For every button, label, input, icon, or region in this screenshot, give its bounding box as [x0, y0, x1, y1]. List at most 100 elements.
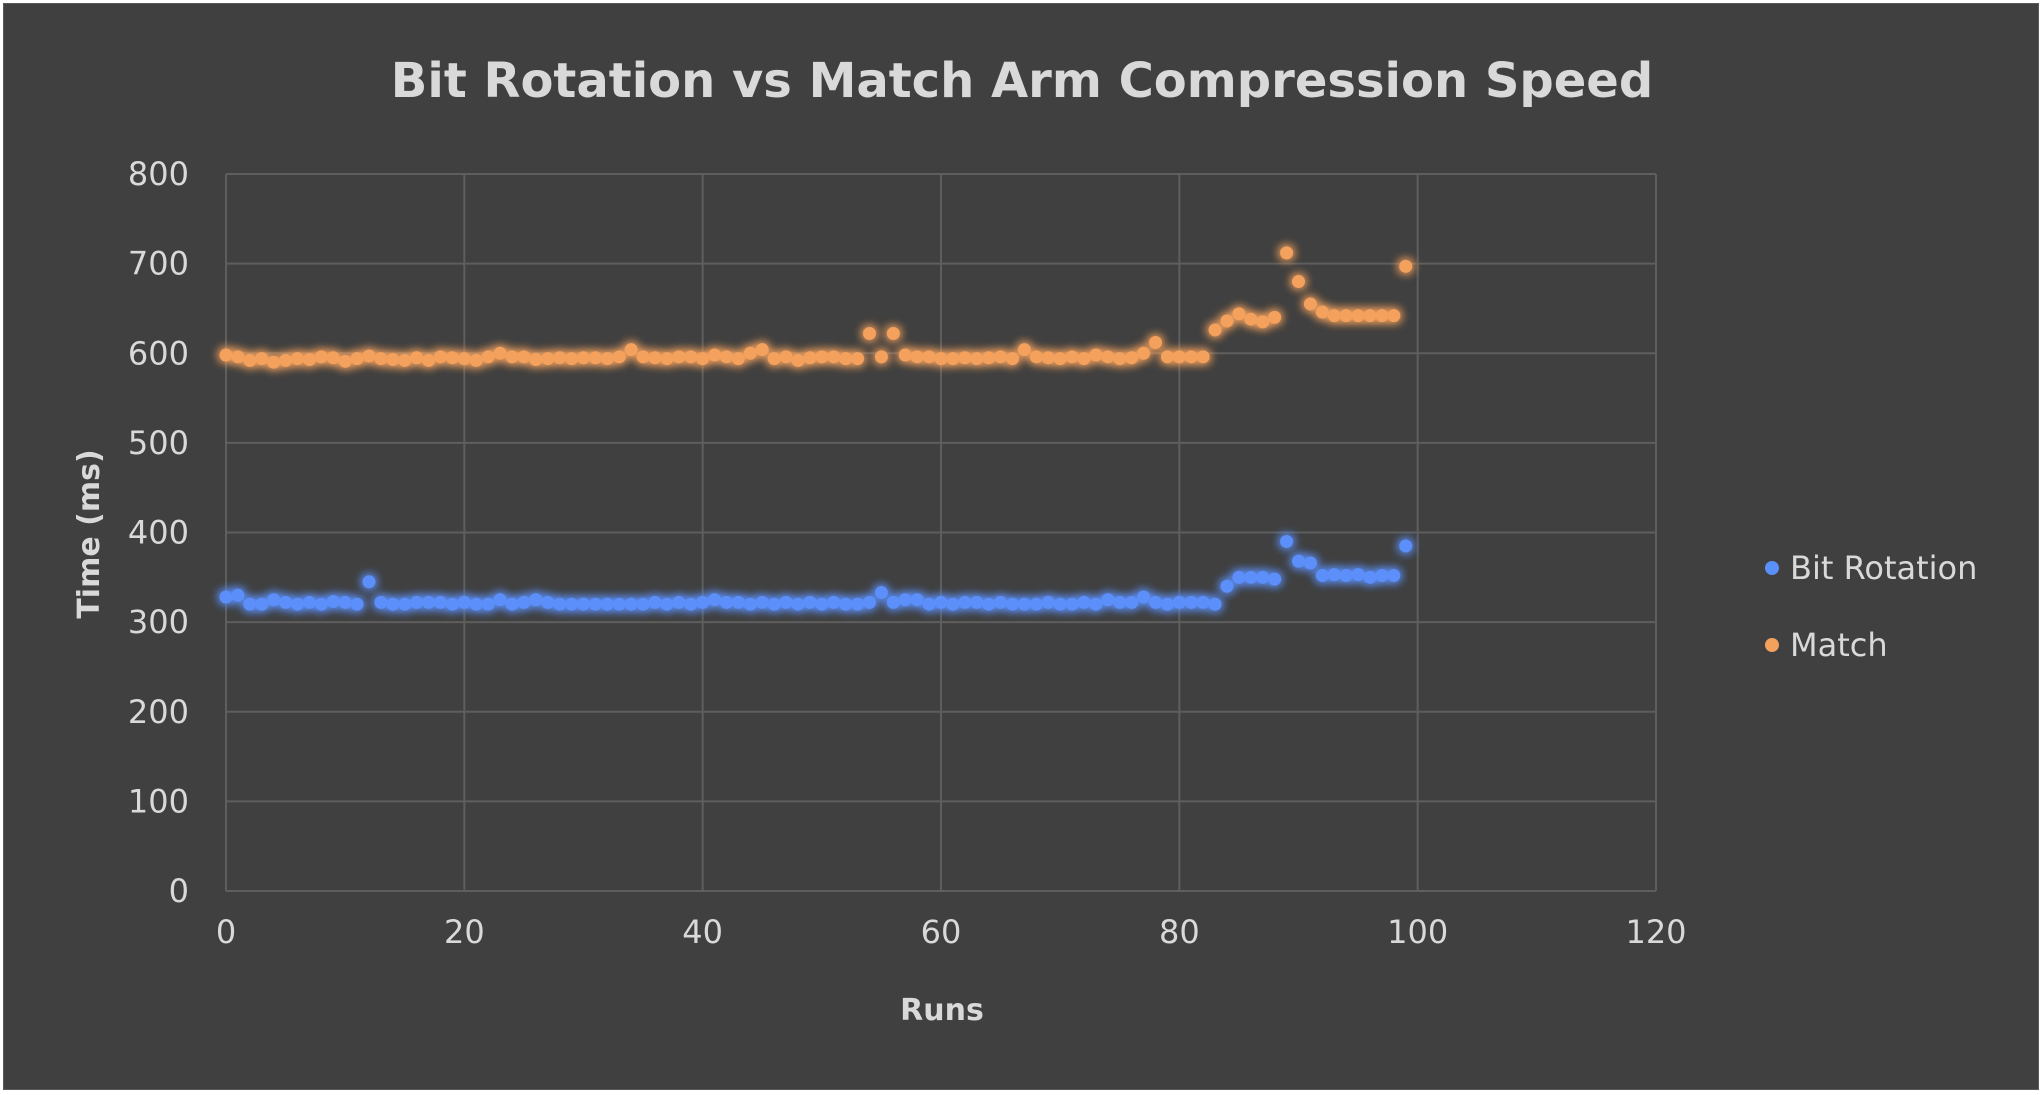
data-point — [922, 597, 936, 611]
data-point — [708, 593, 722, 607]
data-point — [1077, 352, 1091, 366]
y-tick-label: 600 — [128, 334, 189, 372]
data-point — [1208, 323, 1222, 337]
x-tick-label: 0 — [216, 913, 236, 951]
data-point — [1041, 595, 1055, 609]
data-point — [743, 597, 757, 611]
data-point — [994, 595, 1008, 609]
data-point — [660, 597, 674, 611]
data-point — [1220, 314, 1234, 328]
data-point — [755, 595, 769, 609]
data-point — [445, 351, 459, 365]
data-point — [553, 597, 567, 611]
data-point — [386, 597, 400, 611]
data-point — [398, 353, 412, 367]
data-point — [1196, 595, 1210, 609]
legend-marker-match — [1765, 638, 1779, 652]
data-point — [1351, 309, 1365, 323]
data-point — [696, 352, 710, 366]
data-point — [970, 352, 984, 366]
data-point — [1172, 350, 1186, 364]
data-point — [970, 595, 984, 609]
data-point — [243, 597, 257, 611]
x-tick-label: 40 — [682, 913, 723, 951]
data-point — [541, 595, 555, 609]
data-point — [779, 350, 793, 364]
data-point — [1280, 246, 1294, 260]
data-point — [1399, 259, 1413, 273]
data-point — [326, 351, 340, 365]
chart-title: Bit Rotation vs Match Arm Compression Sp… — [391, 53, 1653, 109]
data-point — [457, 595, 471, 609]
data-point — [636, 350, 650, 364]
data-point — [386, 353, 400, 367]
data-point — [314, 350, 328, 364]
data-point — [827, 350, 841, 364]
data-point — [934, 352, 948, 366]
data-point — [946, 597, 960, 611]
data-point — [863, 327, 876, 341]
data-point — [815, 597, 829, 611]
gridlines — [225, 173, 1657, 892]
data-point — [291, 597, 304, 611]
data-point — [803, 595, 817, 609]
data-point — [1232, 570, 1246, 584]
legend-marker-bit-rotation — [1765, 561, 1779, 575]
data-point — [720, 350, 733, 364]
data-point — [1029, 350, 1043, 364]
data-point — [565, 352, 579, 366]
data-point — [1125, 595, 1139, 609]
data-point — [1029, 597, 1043, 611]
data-point — [243, 353, 257, 367]
data-point — [326, 595, 340, 609]
data-point — [1196, 350, 1210, 364]
data-point — [267, 593, 281, 607]
data-point — [1399, 539, 1413, 553]
data-point — [1315, 569, 1329, 583]
data-point — [612, 350, 626, 364]
data-point — [600, 597, 614, 611]
data-point — [910, 593, 924, 607]
data-point — [1089, 597, 1103, 611]
data-point — [731, 595, 745, 609]
data-series — [219, 246, 1413, 611]
data-point — [1017, 343, 1031, 357]
data-point — [898, 593, 912, 607]
data-point — [1256, 315, 1270, 329]
data-point — [481, 597, 495, 611]
data-point — [398, 597, 412, 611]
data-point — [1208, 597, 1222, 611]
data-point — [302, 353, 316, 367]
data-point — [1375, 309, 1389, 323]
data-point — [338, 595, 352, 609]
data-point — [791, 353, 805, 367]
data-point — [1160, 350, 1174, 364]
data-point — [1244, 570, 1258, 584]
data-point — [672, 595, 686, 609]
legend-label-bit-rotation: Bit Rotation — [1790, 549, 1977, 587]
data-point — [791, 597, 805, 611]
data-point — [731, 352, 745, 366]
data-point — [910, 350, 924, 364]
data-point — [1351, 568, 1365, 582]
series-bit-rotation — [219, 534, 1413, 611]
data-point — [457, 352, 471, 366]
data-point — [565, 597, 579, 611]
data-point — [767, 352, 781, 366]
y-tick-label: 100 — [128, 782, 189, 820]
data-point — [255, 597, 269, 611]
data-point — [434, 350, 447, 364]
x-tick-label: 80 — [1159, 913, 1200, 951]
data-point — [982, 597, 996, 611]
data-point — [374, 595, 388, 609]
data-point — [684, 350, 698, 364]
data-point — [624, 343, 638, 357]
y-tick-label: 300 — [128, 603, 189, 641]
data-point — [851, 352, 865, 366]
data-point — [1292, 275, 1305, 289]
data-point — [898, 348, 912, 362]
y-axis-label: Time (ms) — [72, 449, 107, 618]
data-point — [469, 597, 483, 611]
data-point — [219, 348, 233, 362]
data-point — [517, 350, 531, 364]
